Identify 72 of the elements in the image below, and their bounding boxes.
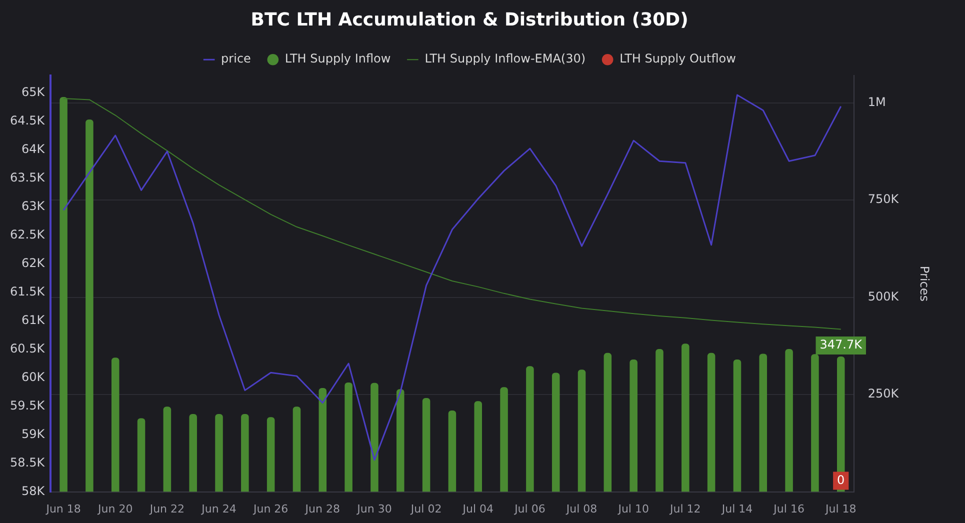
x-tick-label: Jul 18: [824, 502, 856, 516]
bar: [163, 406, 172, 492]
x-tick-label: Jul 12: [669, 502, 701, 516]
bar: [60, 96, 68, 492]
bar: [785, 349, 793, 492]
y2-tick-label: 500K: [868, 289, 900, 304]
chart-title: BTC LTH Accumulation & Distribution (30D): [250, 9, 688, 30]
x-tick-label: Jun 26: [252, 502, 288, 516]
x-tick-label: Jul 06: [514, 502, 546, 516]
bar: [500, 387, 508, 492]
x-tick-label: Jul 04: [462, 502, 494, 516]
bar: [344, 382, 352, 492]
bar: [189, 414, 197, 492]
y2-tick-label: 750K: [868, 192, 900, 206]
data-label: 0: [837, 472, 845, 487]
y-tick-label: 65K: [21, 84, 46, 99]
bar: [578, 370, 586, 492]
y-tick-label: 64K: [21, 142, 46, 156]
y-tick-label: 59.5K: [10, 398, 46, 412]
y-tick-label: 62.5K: [10, 227, 46, 242]
y-tick-label: 61.5K: [10, 284, 46, 298]
y-tick-label: 63.5K: [10, 170, 46, 184]
legend-label: price: [221, 52, 251, 66]
x-tick-label: Jun 24: [200, 502, 236, 516]
x-tick-label: Jun 18: [45, 502, 81, 516]
bar: [656, 349, 664, 492]
bar: [137, 418, 146, 492]
y-tick-label: 62K: [21, 256, 46, 270]
y-tick-label: 58K: [21, 484, 46, 498]
y2-axis-title: Prices: [918, 266, 932, 302]
y-tick-label: 61K: [21, 312, 46, 327]
bar: [318, 388, 327, 492]
x-tick-label: Jul 14: [720, 502, 753, 516]
bar: [86, 120, 94, 492]
bar: [526, 366, 534, 492]
bar: [292, 406, 301, 492]
x-tick-label: Jun 22: [148, 502, 185, 516]
bar: [552, 372, 560, 492]
bar: [448, 410, 456, 492]
bar: [733, 360, 742, 492]
y-tick-label: 63K: [21, 198, 46, 213]
y-tick-label: 59K: [21, 426, 46, 441]
bar: [682, 344, 690, 492]
y2-tick-label: 1M: [868, 94, 886, 109]
legend-label: LTH Supply Inflow-EMA(30): [424, 52, 586, 66]
x-tick-label: Jul 16: [772, 502, 804, 516]
y-tick-label: 58.5K: [10, 455, 46, 470]
bar: [111, 358, 120, 492]
x-tick-label: Jun 30: [356, 502, 392, 516]
x-tick-label: Jul 08: [565, 502, 598, 516]
bar: [241, 414, 249, 492]
legend-label: LTH Supply Outflow: [620, 52, 736, 66]
x-tick-label: Jun 20: [97, 502, 133, 516]
bar: [474, 401, 482, 492]
y2-tick-label: 250K: [868, 386, 900, 401]
bar: [759, 354, 768, 492]
x-tick-label: Jun 28: [304, 502, 340, 516]
y-tick-label: 60K: [21, 370, 46, 384]
bar: [630, 360, 638, 492]
x-tick-label: Jul 02: [410, 502, 442, 516]
bar: [266, 417, 275, 492]
bar: [707, 352, 716, 492]
bar: [370, 382, 378, 492]
bar: [604, 352, 612, 492]
y-tick-label: 60.5K: [10, 341, 46, 356]
x-tick-label: Jul 10: [617, 502, 649, 516]
y-tick-label: 64.5K: [10, 113, 46, 128]
legend-label: LTH Supply Inflow: [284, 52, 391, 66]
bar: [215, 414, 223, 492]
bar: [396, 389, 404, 492]
bar: [422, 398, 430, 492]
data-label: 347.7K: [820, 338, 864, 352]
